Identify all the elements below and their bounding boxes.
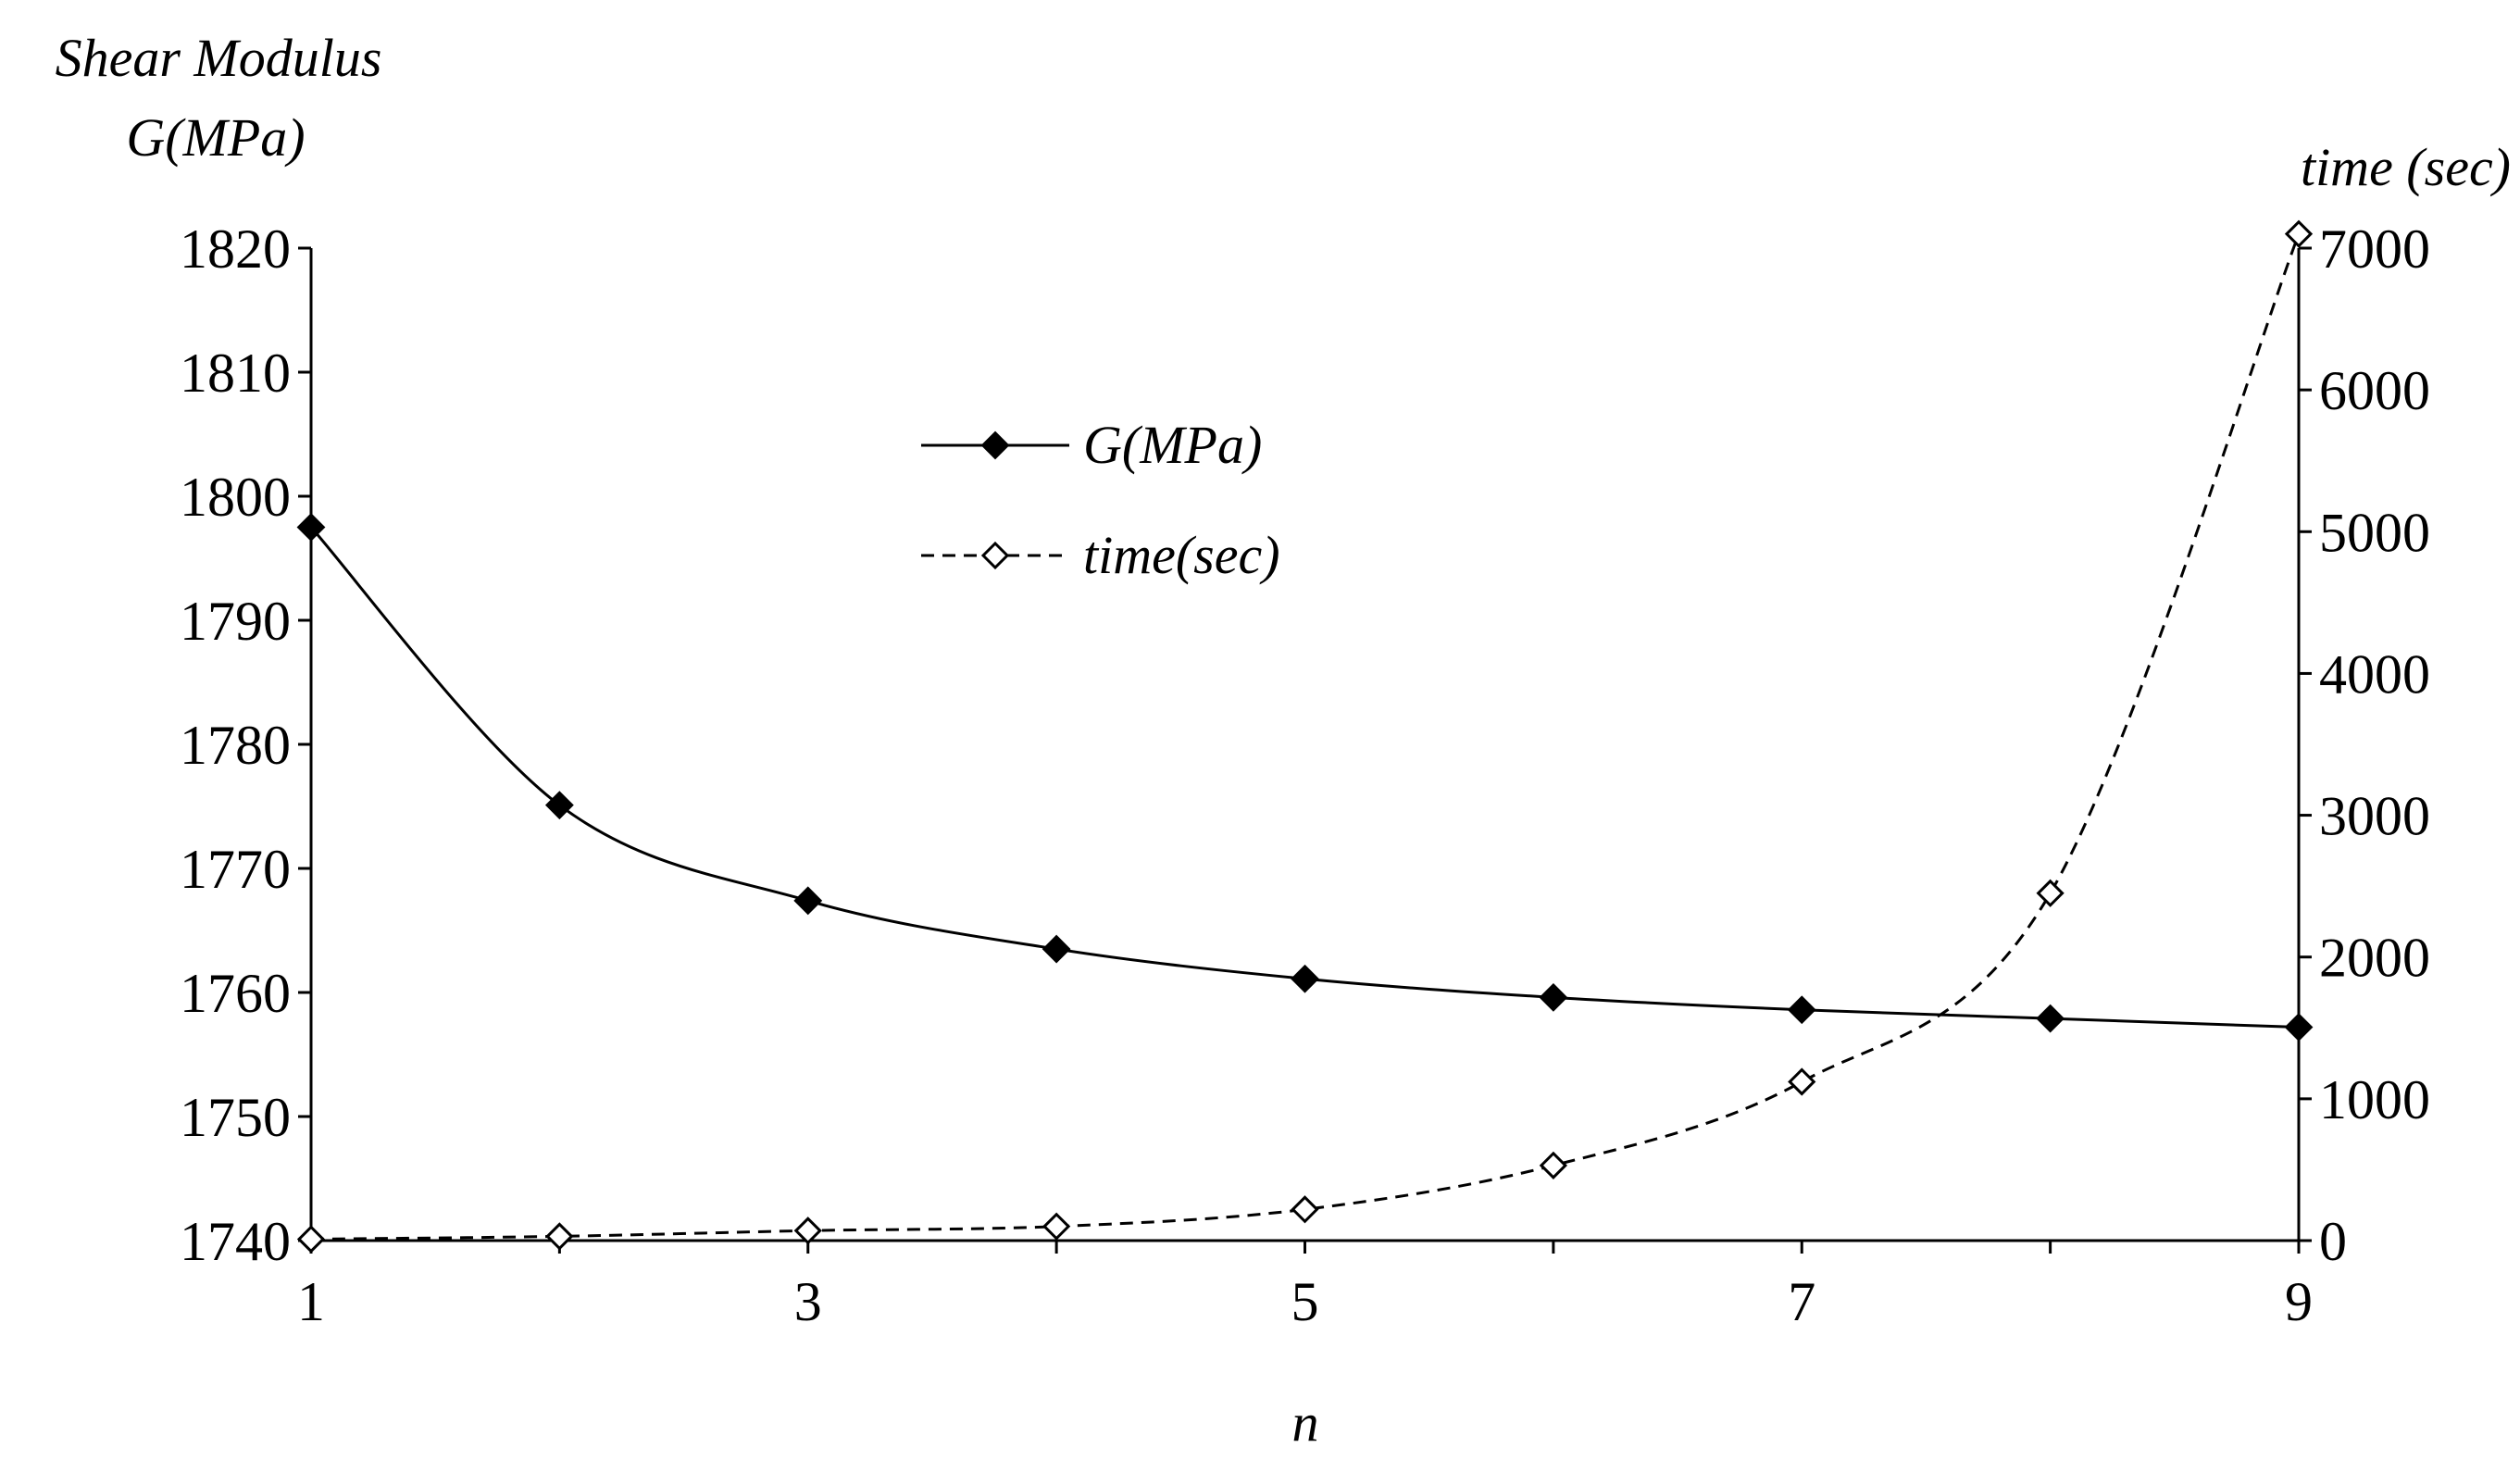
time-point — [545, 1222, 574, 1251]
y-left-tick-label: 1780 — [180, 715, 291, 776]
shear-modulus-point — [544, 791, 574, 820]
y-right-tick-label: 5000 — [2319, 502, 2430, 563]
legend-time-label: time(sec) — [1083, 525, 1280, 585]
time-point — [2036, 879, 2065, 907]
y-left-tick-label: 1770 — [180, 839, 291, 900]
y-right-tick-label: 3000 — [2319, 786, 2430, 847]
series-line-shear-modulus — [309, 526, 2300, 1029]
time-point — [1539, 1151, 1567, 1179]
y-left-tick-label: 1750 — [180, 1087, 291, 1148]
time-point — [2284, 219, 2314, 248]
y-right-tick-label: 0 — [2319, 1211, 2347, 1272]
y-left-axis-title-line1: Shear Modulus — [56, 28, 382, 88]
x-tick-label: 7 — [1788, 1271, 1815, 1332]
shear-modulus-point — [1042, 934, 1071, 964]
ticks-layer: 1740 1750 1760 1770 1780 1790 1800 1810 1820 0 100… — [180, 218, 2430, 1332]
y-right-tick-label: 2000 — [2319, 928, 2430, 989]
shear-modulus-point — [1539, 982, 1568, 1012]
time-point — [793, 1217, 822, 1245]
y-right-tick-label: 1000 — [2319, 1069, 2430, 1130]
time-point — [1291, 1195, 1319, 1224]
shear-modulus-point — [1291, 964, 1319, 993]
x-tick-label: 3 — [794, 1271, 822, 1332]
series-layer — [296, 219, 2314, 1254]
series-line-time — [310, 233, 2301, 1241]
x-tick-label: 5 — [1291, 1271, 1319, 1332]
y-left-axis-title-line2: G(MPa) — [126, 107, 305, 168]
shear-modulus-point — [1787, 995, 1816, 1025]
shear-modulus-point — [296, 513, 326, 542]
y-right-tick-label: 4000 — [2319, 643, 2430, 705]
y-left-tick-label: 1760 — [180, 963, 291, 1024]
shear-modulus-point — [2284, 1013, 2314, 1042]
y-left-tick-label: 1790 — [180, 591, 291, 652]
time-point — [1788, 1067, 1816, 1096]
y-left-tick-label: 1740 — [180, 1211, 291, 1272]
legend-g-label: G(MPa) — [1083, 415, 1262, 475]
y-right-tick-label: 7000 — [2319, 218, 2430, 280]
x-tick-label: 1 — [297, 1271, 325, 1332]
shear-modulus-point — [793, 886, 823, 916]
y-left-tick-label: 1810 — [180, 343, 291, 404]
x-axis-title: n — [1292, 1392, 1319, 1453]
y-left-tick-label: 1800 — [180, 467, 291, 528]
y-right-tick-label: 6000 — [2319, 360, 2430, 421]
y-left-tick-label: 1820 — [180, 218, 291, 280]
time-point — [1042, 1212, 1071, 1241]
legend: G(MPa) time(sec) — [921, 415, 1280, 585]
legend-g-marker — [980, 431, 1010, 460]
shear-modulus-point — [2036, 1004, 2065, 1033]
x-tick-label: 9 — [2285, 1271, 2313, 1332]
legend-time-marker — [980, 541, 1010, 570]
y-right-axis-title: time (sec) — [2301, 137, 2511, 197]
time-point — [296, 1225, 326, 1254]
